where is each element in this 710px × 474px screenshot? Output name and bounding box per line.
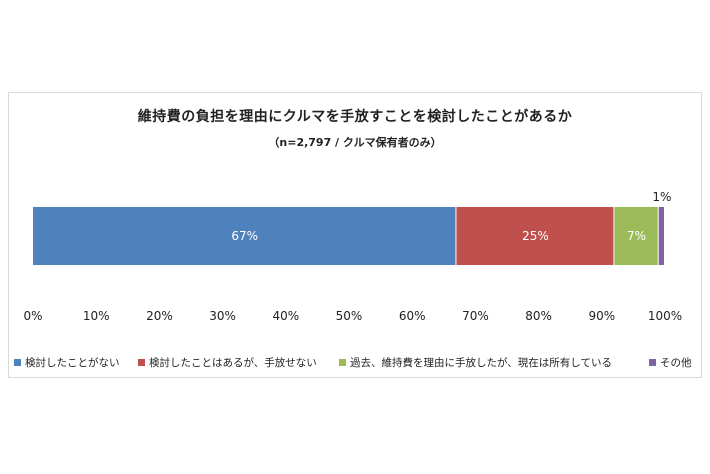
x-tick-label: 80% bbox=[525, 309, 552, 323]
legend-label: 過去、維持費を理由に手放したが、現在は所有している bbox=[350, 357, 612, 369]
data-label-1: 25% bbox=[522, 229, 549, 243]
bar-segment-0 bbox=[33, 207, 456, 265]
data-label-0: 67% bbox=[231, 229, 258, 243]
legend-item-3: その他 bbox=[649, 355, 692, 370]
legend-swatch bbox=[649, 359, 656, 366]
chart-subtitle: （n=2,797 / クルマ保有者のみ） bbox=[268, 136, 442, 149]
x-tick-label: 0% bbox=[23, 309, 42, 323]
bar-segment-2 bbox=[614, 207, 658, 265]
chart-title: 維持費の負担を理由にクルマを手放すことを検討したことがあるか bbox=[137, 109, 573, 125]
data-label-3: 1% bbox=[652, 190, 671, 204]
legend-swatch bbox=[14, 359, 21, 366]
legend-swatch bbox=[339, 359, 346, 366]
x-tick-label: 50% bbox=[336, 309, 363, 323]
x-tick-label: 30% bbox=[209, 309, 236, 323]
bar-segment-1 bbox=[456, 207, 614, 265]
legend-item-2: 過去、維持費を理由に手放したが、現在は所有している bbox=[339, 355, 612, 370]
legend-label: 検討したことはあるが、手放せない bbox=[149, 357, 317, 369]
x-tick-label: 40% bbox=[272, 309, 299, 323]
x-tick-label: 20% bbox=[146, 309, 173, 323]
chart-frame bbox=[8, 92, 702, 378]
legend-item-0: 検討したことがない bbox=[14, 355, 120, 370]
x-tick-label: 70% bbox=[462, 309, 489, 323]
legend-swatch bbox=[138, 359, 145, 366]
x-tick-label: 10% bbox=[83, 309, 110, 323]
legend-label: 検討したことがない bbox=[25, 357, 120, 369]
x-tick-label: 90% bbox=[588, 309, 615, 323]
legend-label: その他 bbox=[660, 357, 692, 369]
x-tick-label: 100% bbox=[648, 309, 682, 323]
legend-item-1: 検討したことはあるが、手放せない bbox=[138, 355, 317, 370]
bar-segment-3 bbox=[658, 207, 664, 265]
data-label-2: 7% bbox=[627, 229, 646, 243]
x-tick-label: 60% bbox=[399, 309, 426, 323]
